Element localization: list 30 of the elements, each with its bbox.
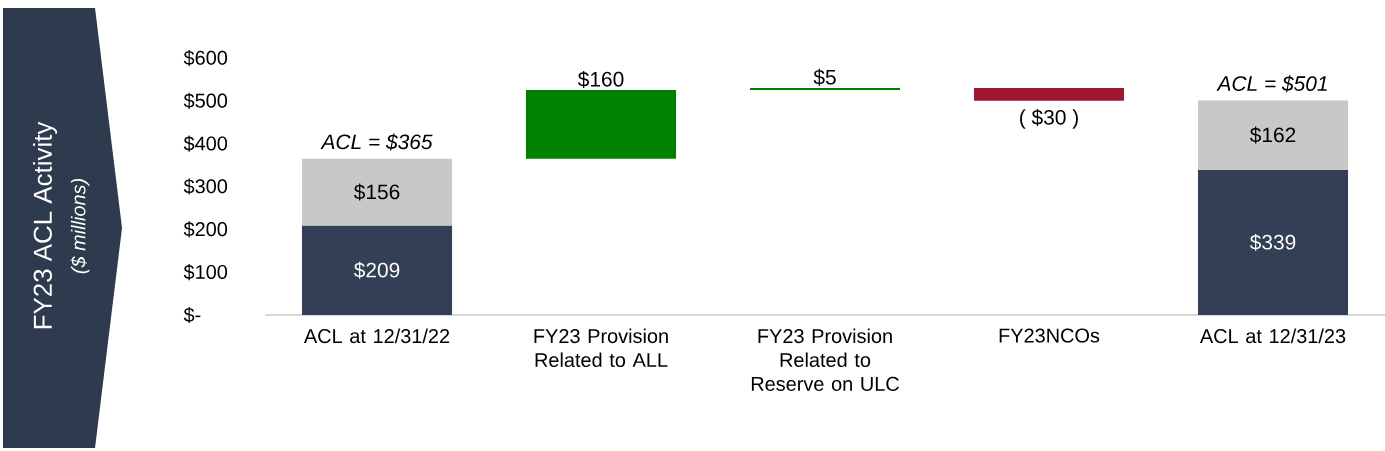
- x-tick-label: FY23 Provision Related to Reserve on ULC: [751, 328, 899, 391]
- total-label: ACL = $365: [320, 133, 433, 151]
- y-tick-label: $600: [183, 49, 228, 67]
- data-label: $160: [577, 70, 624, 88]
- x-tick-label: ACL at 12/31/22: [303, 328, 450, 344]
- bar: [1197, 100, 1349, 170]
- total-label: ACL = $501: [1216, 75, 1327, 93]
- text: ($ millions): [70, 179, 90, 274]
- bar: [1197, 169, 1349, 315]
- y-tick-label: $200: [183, 221, 228, 238]
- data-label: $5: [813, 68, 836, 86]
- x-tick-label: FY23NCOs: [999, 328, 1100, 343]
- bar: [973, 87, 1125, 101]
- bar: [301, 225, 453, 315]
- y-axis-title: FY23 ACL Activity: [32, 121, 58, 329]
- y-tick-label: $-: [183, 306, 201, 324]
- y-tick-label: $300: [183, 178, 228, 195]
- data-label: $156: [353, 183, 400, 201]
- bar: [301, 158, 453, 226]
- data-label: $209: [353, 261, 400, 279]
- data-label: $339: [1249, 233, 1296, 251]
- y-tick-label: $100: [183, 264, 228, 281]
- y-tick-label: $400: [183, 135, 228, 152]
- bar: [749, 87, 901, 91]
- y-tick-label: $500: [183, 92, 228, 109]
- bar: [525, 90, 677, 159]
- x-tick-label: ACL at 12/31/23: [1199, 328, 1346, 344]
- data-label: ( $30 ): [1020, 109, 1078, 129]
- data-label: $162: [1249, 126, 1296, 144]
- x-tick-label: FY23 Provision Related to ALL: [534, 328, 668, 368]
